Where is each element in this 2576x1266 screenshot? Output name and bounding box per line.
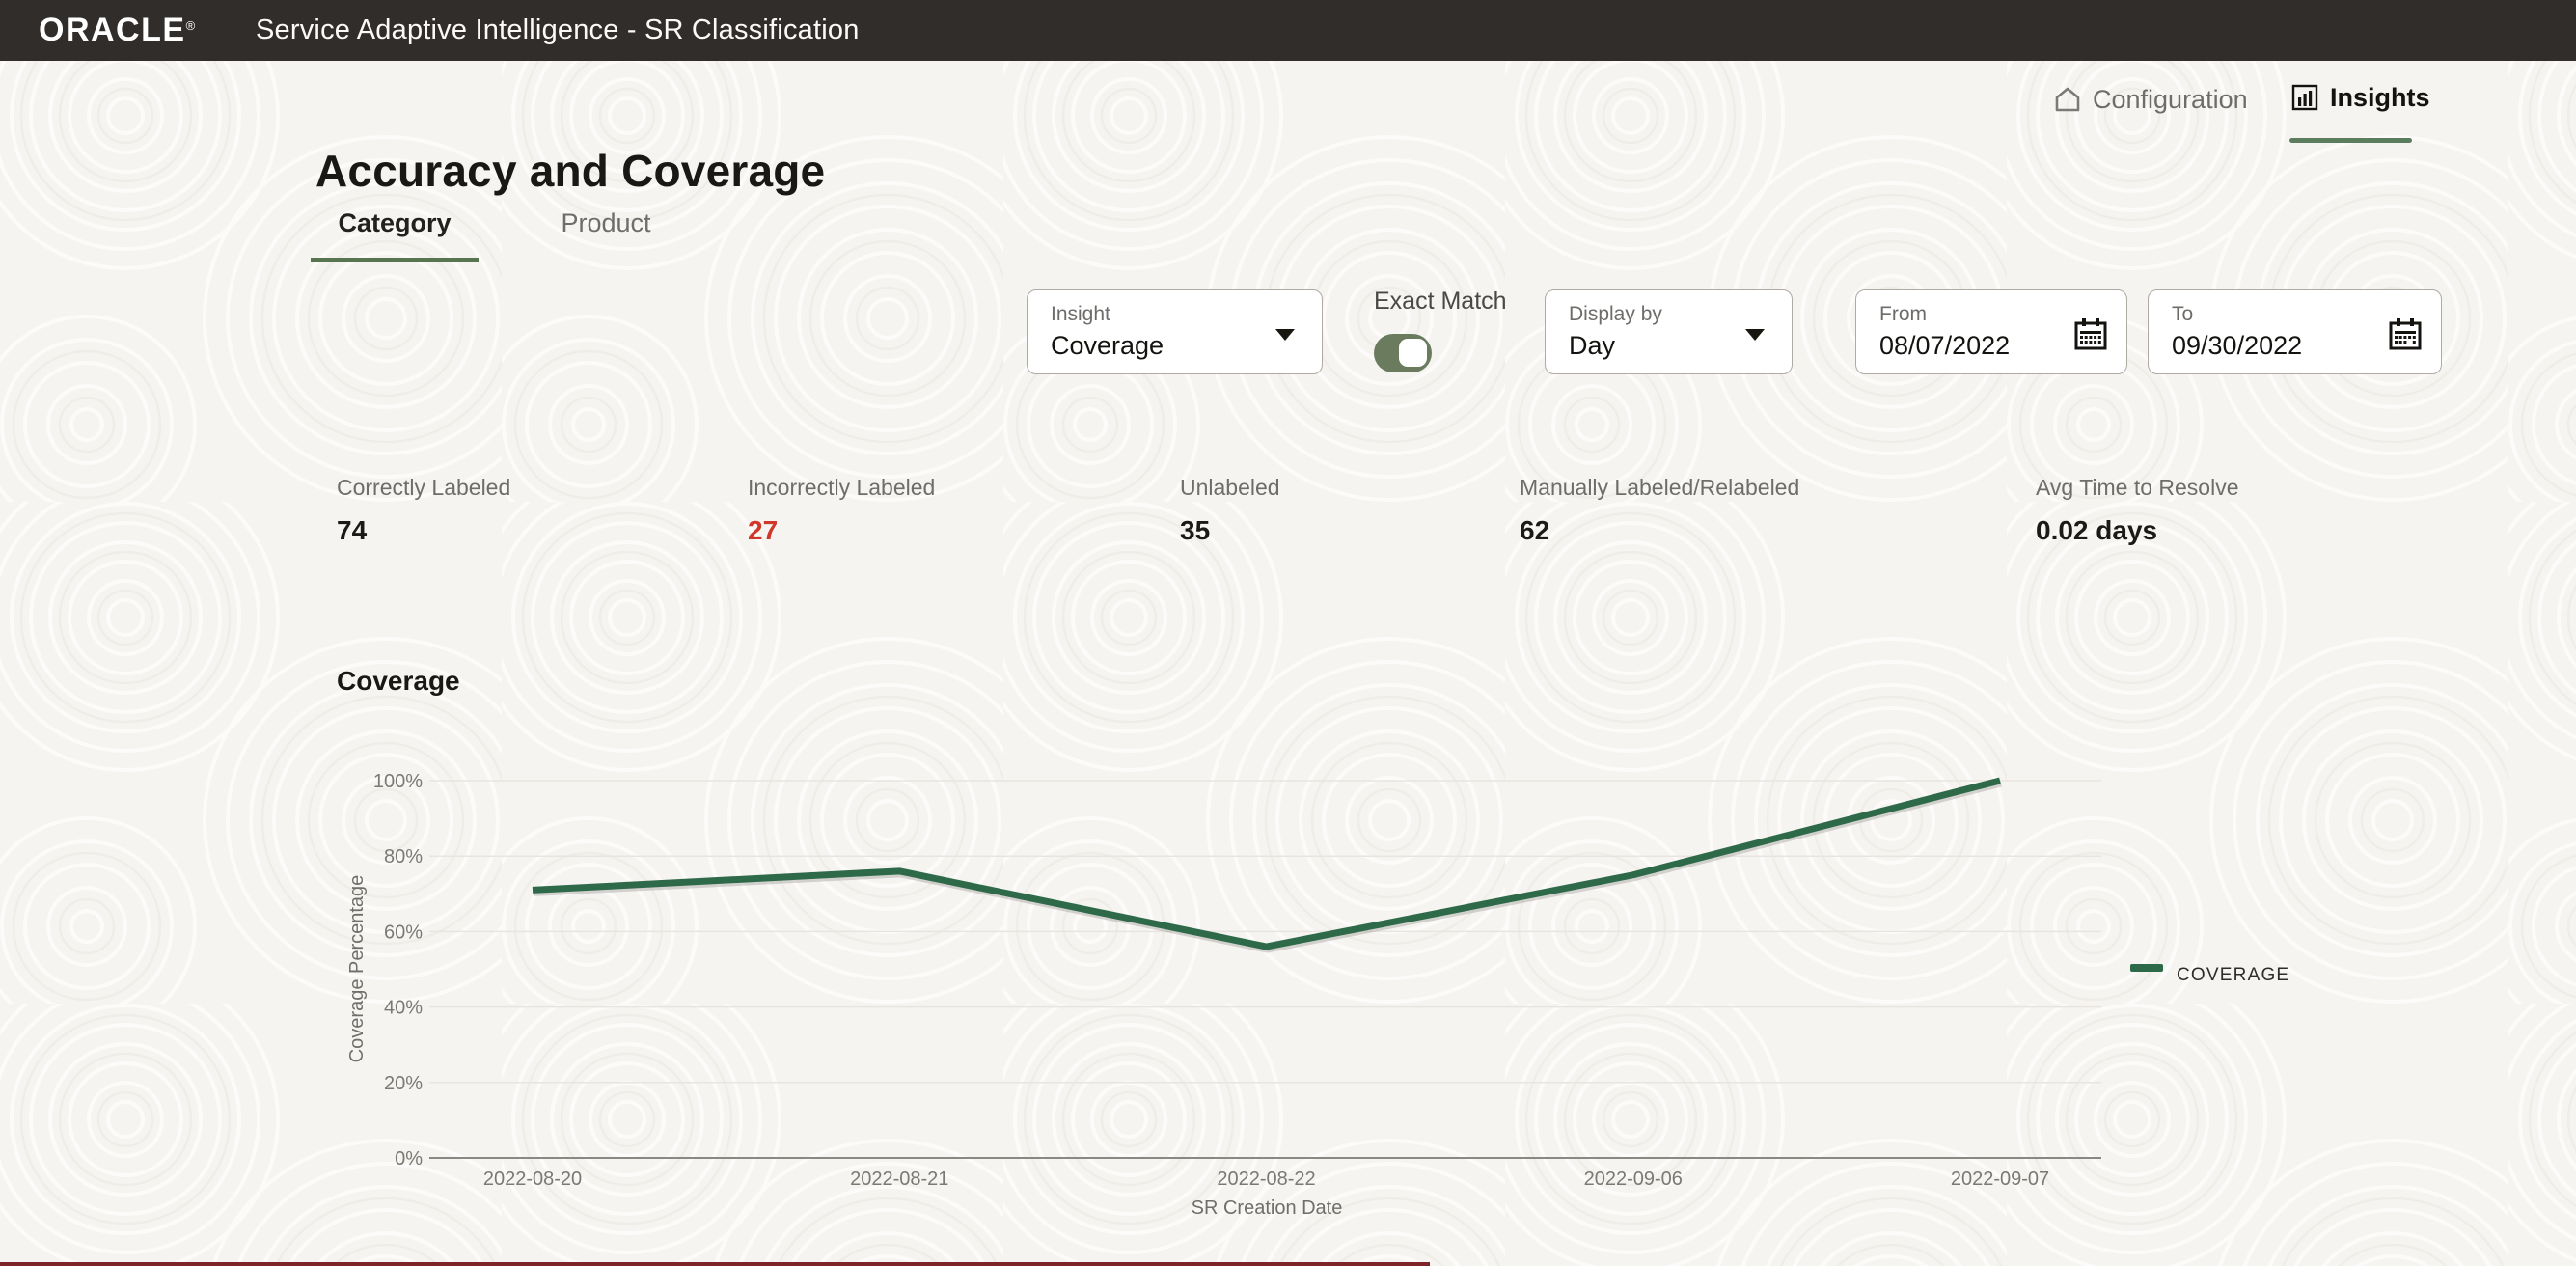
y-tick-label: 100% [373, 771, 423, 792]
display-by-select-label: Display by [1569, 303, 1662, 325]
nav-configuration[interactable]: Configuration [2053, 79, 2248, 120]
chevron-down-icon [1745, 329, 1765, 341]
app-title: Service Adaptive Intelligence - SR Class… [256, 14, 860, 45]
exact-match-toggle[interactable] [1374, 334, 1432, 372]
nav-configuration-label: Configuration [2093, 84, 2248, 114]
series-line-coverage [532, 777, 2001, 950]
y-axis-title: Coverage Percentage [346, 875, 368, 1063]
stat-label: Incorrectly Labeled [748, 475, 936, 500]
nav-insights-active-underline [2289, 138, 2412, 143]
exact-match-label: Exact Match [1374, 288, 1507, 315]
bar-chart-icon [2291, 84, 2318, 111]
tab-category[interactable]: Category [311, 208, 479, 262]
calendar-icon[interactable] [2072, 316, 2109, 352]
nav-insights-label: Insights [2330, 82, 2430, 112]
y-tick-label: 60% [384, 922, 423, 943]
top-app-bar: ORACLE® Service Adaptive Intelligence - … [0, 0, 2576, 61]
stat-label: Correctly Labeled [337, 475, 511, 500]
nav-insights[interactable]: Insights [2290, 77, 2430, 118]
to-date-label: To [2172, 303, 2194, 325]
insight-select-label: Insight [1051, 303, 1110, 325]
coverage-line-chart: 0% 20% 40% 60% 80% 100% Coverage Percentage SR … [346, 771, 2289, 1219]
toggle-knob [1399, 339, 1427, 367]
y-tick-label: 20% [384, 1073, 423, 1094]
chart-section-title: Coverage [337, 666, 460, 696]
registered-mark: ® [185, 18, 197, 33]
to-date-field[interactable]: To 09/30/2022 [2148, 289, 2442, 374]
y-tick-label: 80% [384, 846, 423, 867]
stat-label: Avg Time to Resolve [2036, 475, 2239, 500]
oracle-logo: ORACLE® [39, 12, 197, 48]
stat-value: 27 [748, 515, 779, 545]
stat-value: 74 [337, 515, 368, 545]
display-by-select-value: Day [1569, 331, 1616, 360]
stat-unlabeled: Unlabeled 35 [1180, 475, 1280, 546]
y-tick-label: 0% [395, 1148, 423, 1170]
tab-product[interactable]: Product [561, 208, 651, 237]
home-icon [2055, 87, 2080, 112]
legend-label: COVERAGE [2177, 965, 2289, 985]
display-by-select[interactable]: Display by Day [1545, 289, 1793, 374]
x-tick-label: 2022-08-20 [483, 1169, 582, 1190]
to-date-value: 09/30/2022 [2172, 331, 2303, 360]
page-title: Accuracy and Coverage [315, 146, 826, 196]
stat-value: 62 [1520, 515, 1550, 545]
bottom-red-strip [0, 1262, 1430, 1266]
insight-select[interactable]: Insight Coverage [1027, 289, 1323, 374]
x-axis-title: SR Creation Date [1192, 1197, 1343, 1219]
x-tick-label: 2022-08-22 [1217, 1169, 1315, 1190]
y-tick-label: 40% [384, 998, 423, 1019]
legend-swatch [2130, 964, 2163, 972]
x-tick-label: 2022-09-06 [1584, 1169, 1683, 1190]
x-tick-label: 2022-08-21 [850, 1169, 948, 1190]
stat-correctly-labeled: Correctly Labeled 74 [337, 475, 510, 546]
from-date-label: From [1879, 303, 1927, 325]
x-tick-label: 2022-09-07 [1951, 1169, 2049, 1190]
from-date-value: 08/07/2022 [1879, 331, 2011, 360]
calendar-icon[interactable] [2387, 316, 2424, 352]
stat-value: 35 [1180, 515, 1211, 545]
chevron-down-icon [1275, 329, 1295, 341]
from-date-field[interactable]: From 08/07/2022 [1855, 289, 2127, 374]
stat-value: 0.02 days [2036, 515, 2158, 545]
stat-avg-time-to-resolve: Avg Time to Resolve 0.02 days [2036, 475, 2239, 546]
stat-label: Unlabeled [1180, 475, 1280, 500]
stat-incorrectly-labeled: Incorrectly Labeled 27 [748, 475, 935, 546]
stat-manually-labeled: Manually Labeled/Relabeled 62 [1520, 475, 1799, 546]
insight-select-value: Coverage [1051, 331, 1165, 360]
series-line-shadow [533, 780, 2002, 953]
stat-label: Manually Labeled/Relabeled [1520, 475, 1800, 500]
